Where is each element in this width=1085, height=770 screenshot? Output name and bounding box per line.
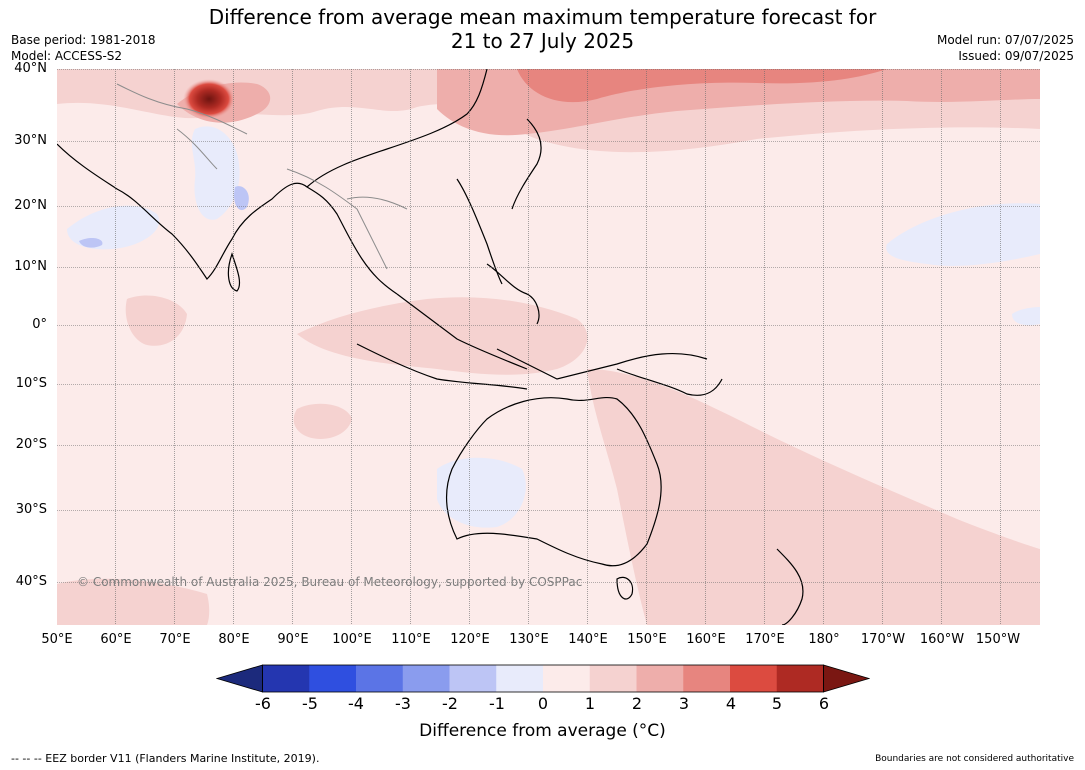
lat-label-30s: 30°S	[15, 502, 47, 517]
lon-label-150w: 150°W	[975, 632, 1021, 647]
colorbar-arrow-high	[823, 665, 869, 692]
issued-date: Issued: 09/07/2025	[958, 49, 1074, 63]
lon-label-130e: 130°E	[509, 632, 549, 647]
colorbar-arrow-low	[217, 665, 263, 692]
lon-label-100e: 100°E	[332, 632, 372, 647]
lat-label-40n: 40°N	[14, 61, 47, 76]
colorbar-tick-label: -1	[489, 694, 505, 713]
lon-label-70e: 70°E	[159, 632, 191, 647]
colorbar-tick-label: 5	[771, 694, 783, 713]
model-name: Model: ACCESS-S2	[11, 49, 123, 63]
colorbar-swatch	[730, 665, 778, 692]
lon-label-120e: 120°E	[450, 632, 490, 647]
boundaries-disclaimer: Boundaries are not considered authoritat…	[875, 754, 1074, 764]
colorbar-swatch	[636, 665, 684, 692]
anomaly-cool-india-core	[234, 186, 249, 211]
colorbar-tick-label: 2	[631, 694, 643, 713]
map-title: Difference from average mean maximum tem…	[0, 5, 1085, 53]
colorbar	[216, 664, 870, 693]
lon-label-170w: 170°W	[860, 632, 906, 647]
anomaly-warm-maritime	[297, 297, 588, 375]
meridians	[115, 69, 1001, 625]
colorbar-swatch	[776, 665, 824, 692]
anomaly-warm-southern-ocean	[57, 578, 210, 625]
colorbar-swatch	[683, 665, 731, 692]
anomaly-3-4-north	[517, 69, 887, 103]
lon-label-150e: 150°E	[627, 632, 667, 647]
anomaly-warm-south-indian	[293, 403, 352, 439]
lon-label-170e: 170°E	[745, 632, 785, 647]
lon-label-50e: 50°E	[41, 632, 73, 647]
colorbar-swatches	[217, 665, 869, 692]
lat-label-10s: 10°S	[15, 376, 47, 391]
colorbar-swatch	[356, 665, 404, 692]
coastlines	[57, 69, 804, 625]
forecast-map	[57, 69, 1040, 625]
lon-label-160w: 160°W	[919, 632, 965, 647]
colorbar-tick-label: 4	[725, 694, 737, 713]
colorbar-tick-label: 6	[818, 694, 830, 713]
anomaly-hotspot	[183, 79, 235, 119]
colorbar-swatch	[262, 665, 310, 692]
colorbar-tick-label: 0	[537, 694, 549, 713]
lat-label-10n: 10°N	[14, 259, 47, 274]
lon-label-160e: 160°E	[686, 632, 726, 647]
anomaly-warm-south-pacific	[587, 369, 1040, 625]
colorbar-tick-label: -4	[348, 694, 364, 713]
lon-label-60e: 60°E	[100, 632, 132, 647]
lon-label-140e: 140°E	[568, 632, 608, 647]
lat-label-20n: 20°N	[14, 198, 47, 213]
lon-label-180: 180°	[808, 632, 840, 647]
colorbar-title: Difference from average (°C)	[419, 721, 666, 741]
colorbar-tick-label: -6	[255, 694, 271, 713]
lon-label-80e: 80°E	[218, 632, 250, 647]
anomaly-cool-east-pacific	[1012, 307, 1040, 326]
eez-border-note: -- -- -- EEZ border V11 (Flanders Marine…	[11, 752, 320, 765]
meta-right: Model run: 07/07/2025 Issued: 09/07/2025	[937, 32, 1074, 64]
colorbar-swatch	[449, 665, 497, 692]
colorbar-tick-label: 3	[678, 694, 690, 713]
anomaly-cool-central-pacific	[886, 203, 1040, 266]
lat-label-0: 0°	[32, 317, 47, 332]
base-period: Base period: 1981-2018	[11, 33, 156, 47]
anomaly-cool-arabian-core	[79, 238, 103, 248]
copyright-notice: © Commonwealth of Australia 2025, Bureau…	[77, 575, 583, 589]
colorbar-tick-label: -2	[442, 694, 458, 713]
lon-label-90e: 90°E	[277, 632, 309, 647]
model-run: Model run: 07/07/2025	[936, 33, 1074, 47]
meta-left: Base period: 1981-2018 Model: ACCESS-S2	[11, 32, 156, 64]
lat-label-30n: 30°N	[14, 133, 47, 148]
lat-label-40s: 40°S	[15, 574, 47, 589]
colorbar-swatch	[496, 665, 544, 692]
anomaly-cool-india	[191, 126, 240, 220]
graticule	[57, 69, 1040, 625]
colorbar-swatch	[309, 665, 357, 692]
colorbar-swatch	[543, 665, 591, 692]
lat-label-20s: 20°S	[15, 437, 47, 452]
lon-label-110e: 110°E	[391, 632, 431, 647]
colorbar-swatch	[402, 665, 450, 692]
colorbar-swatch	[589, 665, 637, 692]
title-line-2: 21 to 27 July 2025	[450, 29, 635, 53]
country-borders	[116, 83, 408, 270]
colorbar-tick-label: -3	[395, 694, 411, 713]
colorbar-tick-label: -5	[302, 694, 318, 713]
title-line-1: Difference from average mean maximum tem…	[208, 5, 877, 29]
colorbar-tick-label: 1	[584, 694, 596, 713]
anomaly-warm-indian-ocean	[125, 295, 187, 346]
